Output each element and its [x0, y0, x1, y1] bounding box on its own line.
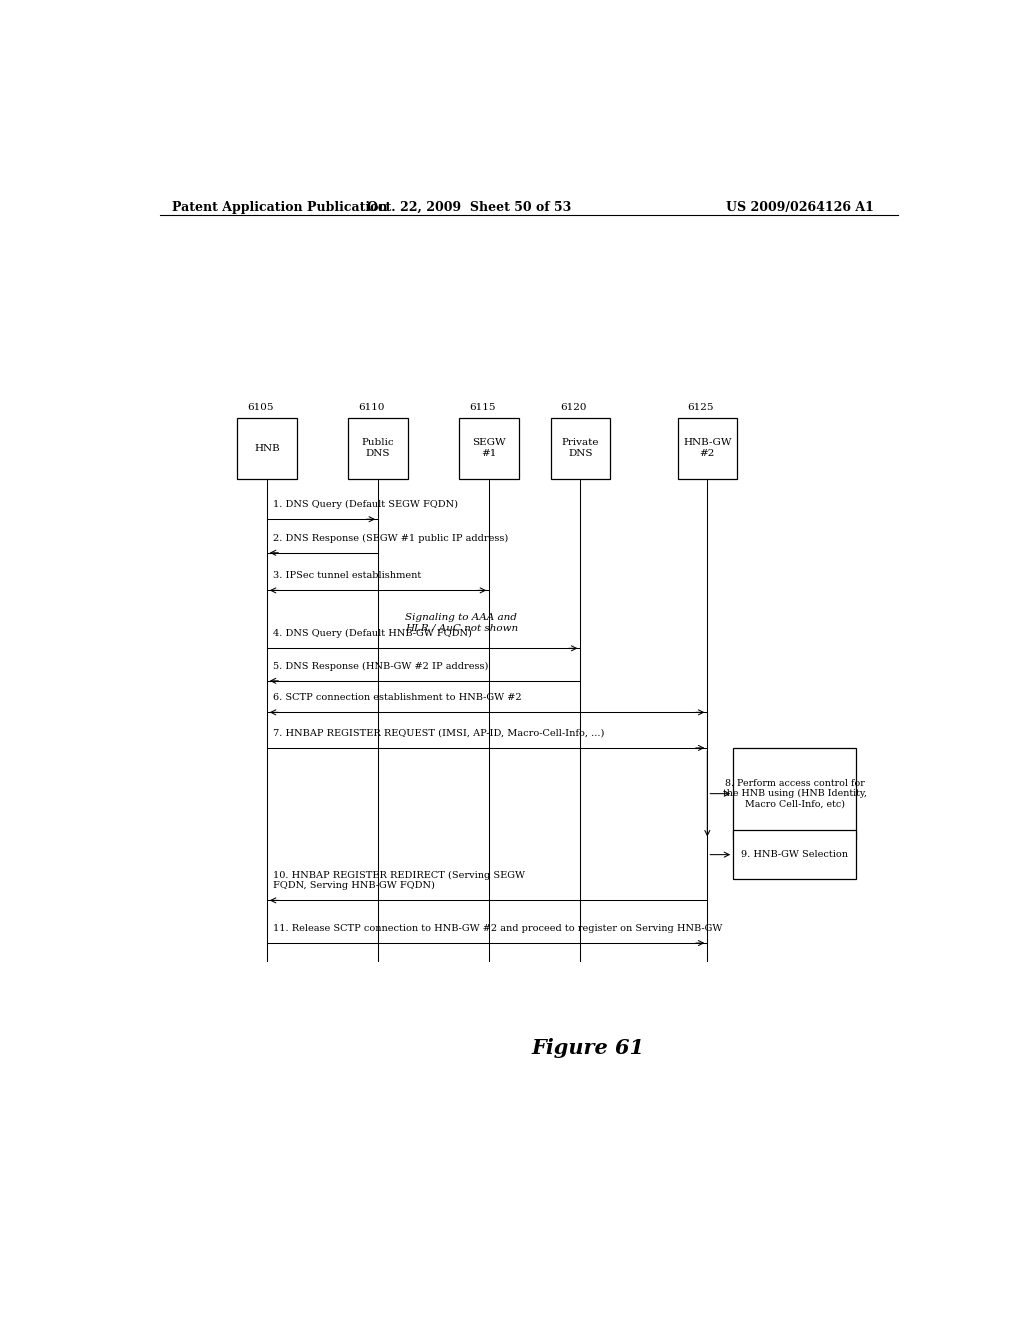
Text: 6125: 6125: [687, 404, 714, 412]
Text: 2. DNS Response (SEGW #1 public IP address): 2. DNS Response (SEGW #1 public IP addre…: [273, 533, 509, 543]
Text: Public
DNS: Public DNS: [361, 438, 394, 458]
Text: 5. DNS Response (HNB-GW #2 IP address): 5. DNS Response (HNB-GW #2 IP address): [273, 661, 488, 671]
Bar: [348, 417, 408, 479]
Text: 9. HNB-GW Selection: 9. HNB-GW Selection: [741, 850, 848, 859]
Bar: [733, 748, 856, 840]
Text: 7. HNBAP REGISTER REQUEST (IMSI, AP-ID, Macro-Cell-Info, ...): 7. HNBAP REGISTER REQUEST (IMSI, AP-ID, …: [273, 729, 604, 738]
Bar: [551, 417, 610, 479]
Text: 1. DNS Query (Default SEGW FQDN): 1. DNS Query (Default SEGW FQDN): [273, 500, 458, 510]
Text: 4. DNS Query (Default HNB-GW FQDN): 4. DNS Query (Default HNB-GW FQDN): [273, 630, 472, 638]
Bar: [678, 417, 737, 479]
Text: Private
DNS: Private DNS: [561, 438, 599, 458]
Bar: [733, 830, 856, 879]
Text: 8. Perform access control for
the HNB using (HNB Identity,
Macro Cell-Info, etc): 8. Perform access control for the HNB us…: [723, 779, 866, 809]
Text: 6. SCTP connection establishment to HNB-GW #2: 6. SCTP connection establishment to HNB-…: [273, 693, 522, 702]
Bar: [238, 417, 297, 479]
Text: 6105: 6105: [247, 404, 273, 412]
Text: Figure 61: Figure 61: [531, 1038, 645, 1057]
Text: Signaling to AAA and
HLR / AuC not shown: Signaling to AAA and HLR / AuC not shown: [404, 614, 518, 632]
Text: 3. IPSec tunnel establishment: 3. IPSec tunnel establishment: [273, 572, 422, 581]
Text: 11. Release SCTP connection to HNB-GW #2 and proceed to register on Serving HNB-: 11. Release SCTP connection to HNB-GW #2…: [273, 924, 723, 933]
Bar: [460, 417, 519, 479]
Text: Oct. 22, 2009  Sheet 50 of 53: Oct. 22, 2009 Sheet 50 of 53: [368, 201, 571, 214]
Text: 6115: 6115: [469, 404, 496, 412]
Text: 6110: 6110: [358, 404, 385, 412]
Text: US 2009/0264126 A1: US 2009/0264126 A1: [726, 201, 873, 214]
Text: Patent Application Publication: Patent Application Publication: [172, 201, 387, 214]
Text: 6120: 6120: [560, 404, 587, 412]
Text: SEGW
#1: SEGW #1: [472, 438, 506, 458]
Text: 10. HNBAP REGISTER REDIRECT (Serving SEGW
FQDN, Serving HNB-GW FQDN): 10. HNBAP REGISTER REDIRECT (Serving SEG…: [273, 870, 525, 890]
Text: HNB-GW
#2: HNB-GW #2: [683, 438, 731, 458]
Text: HNB: HNB: [254, 444, 280, 453]
